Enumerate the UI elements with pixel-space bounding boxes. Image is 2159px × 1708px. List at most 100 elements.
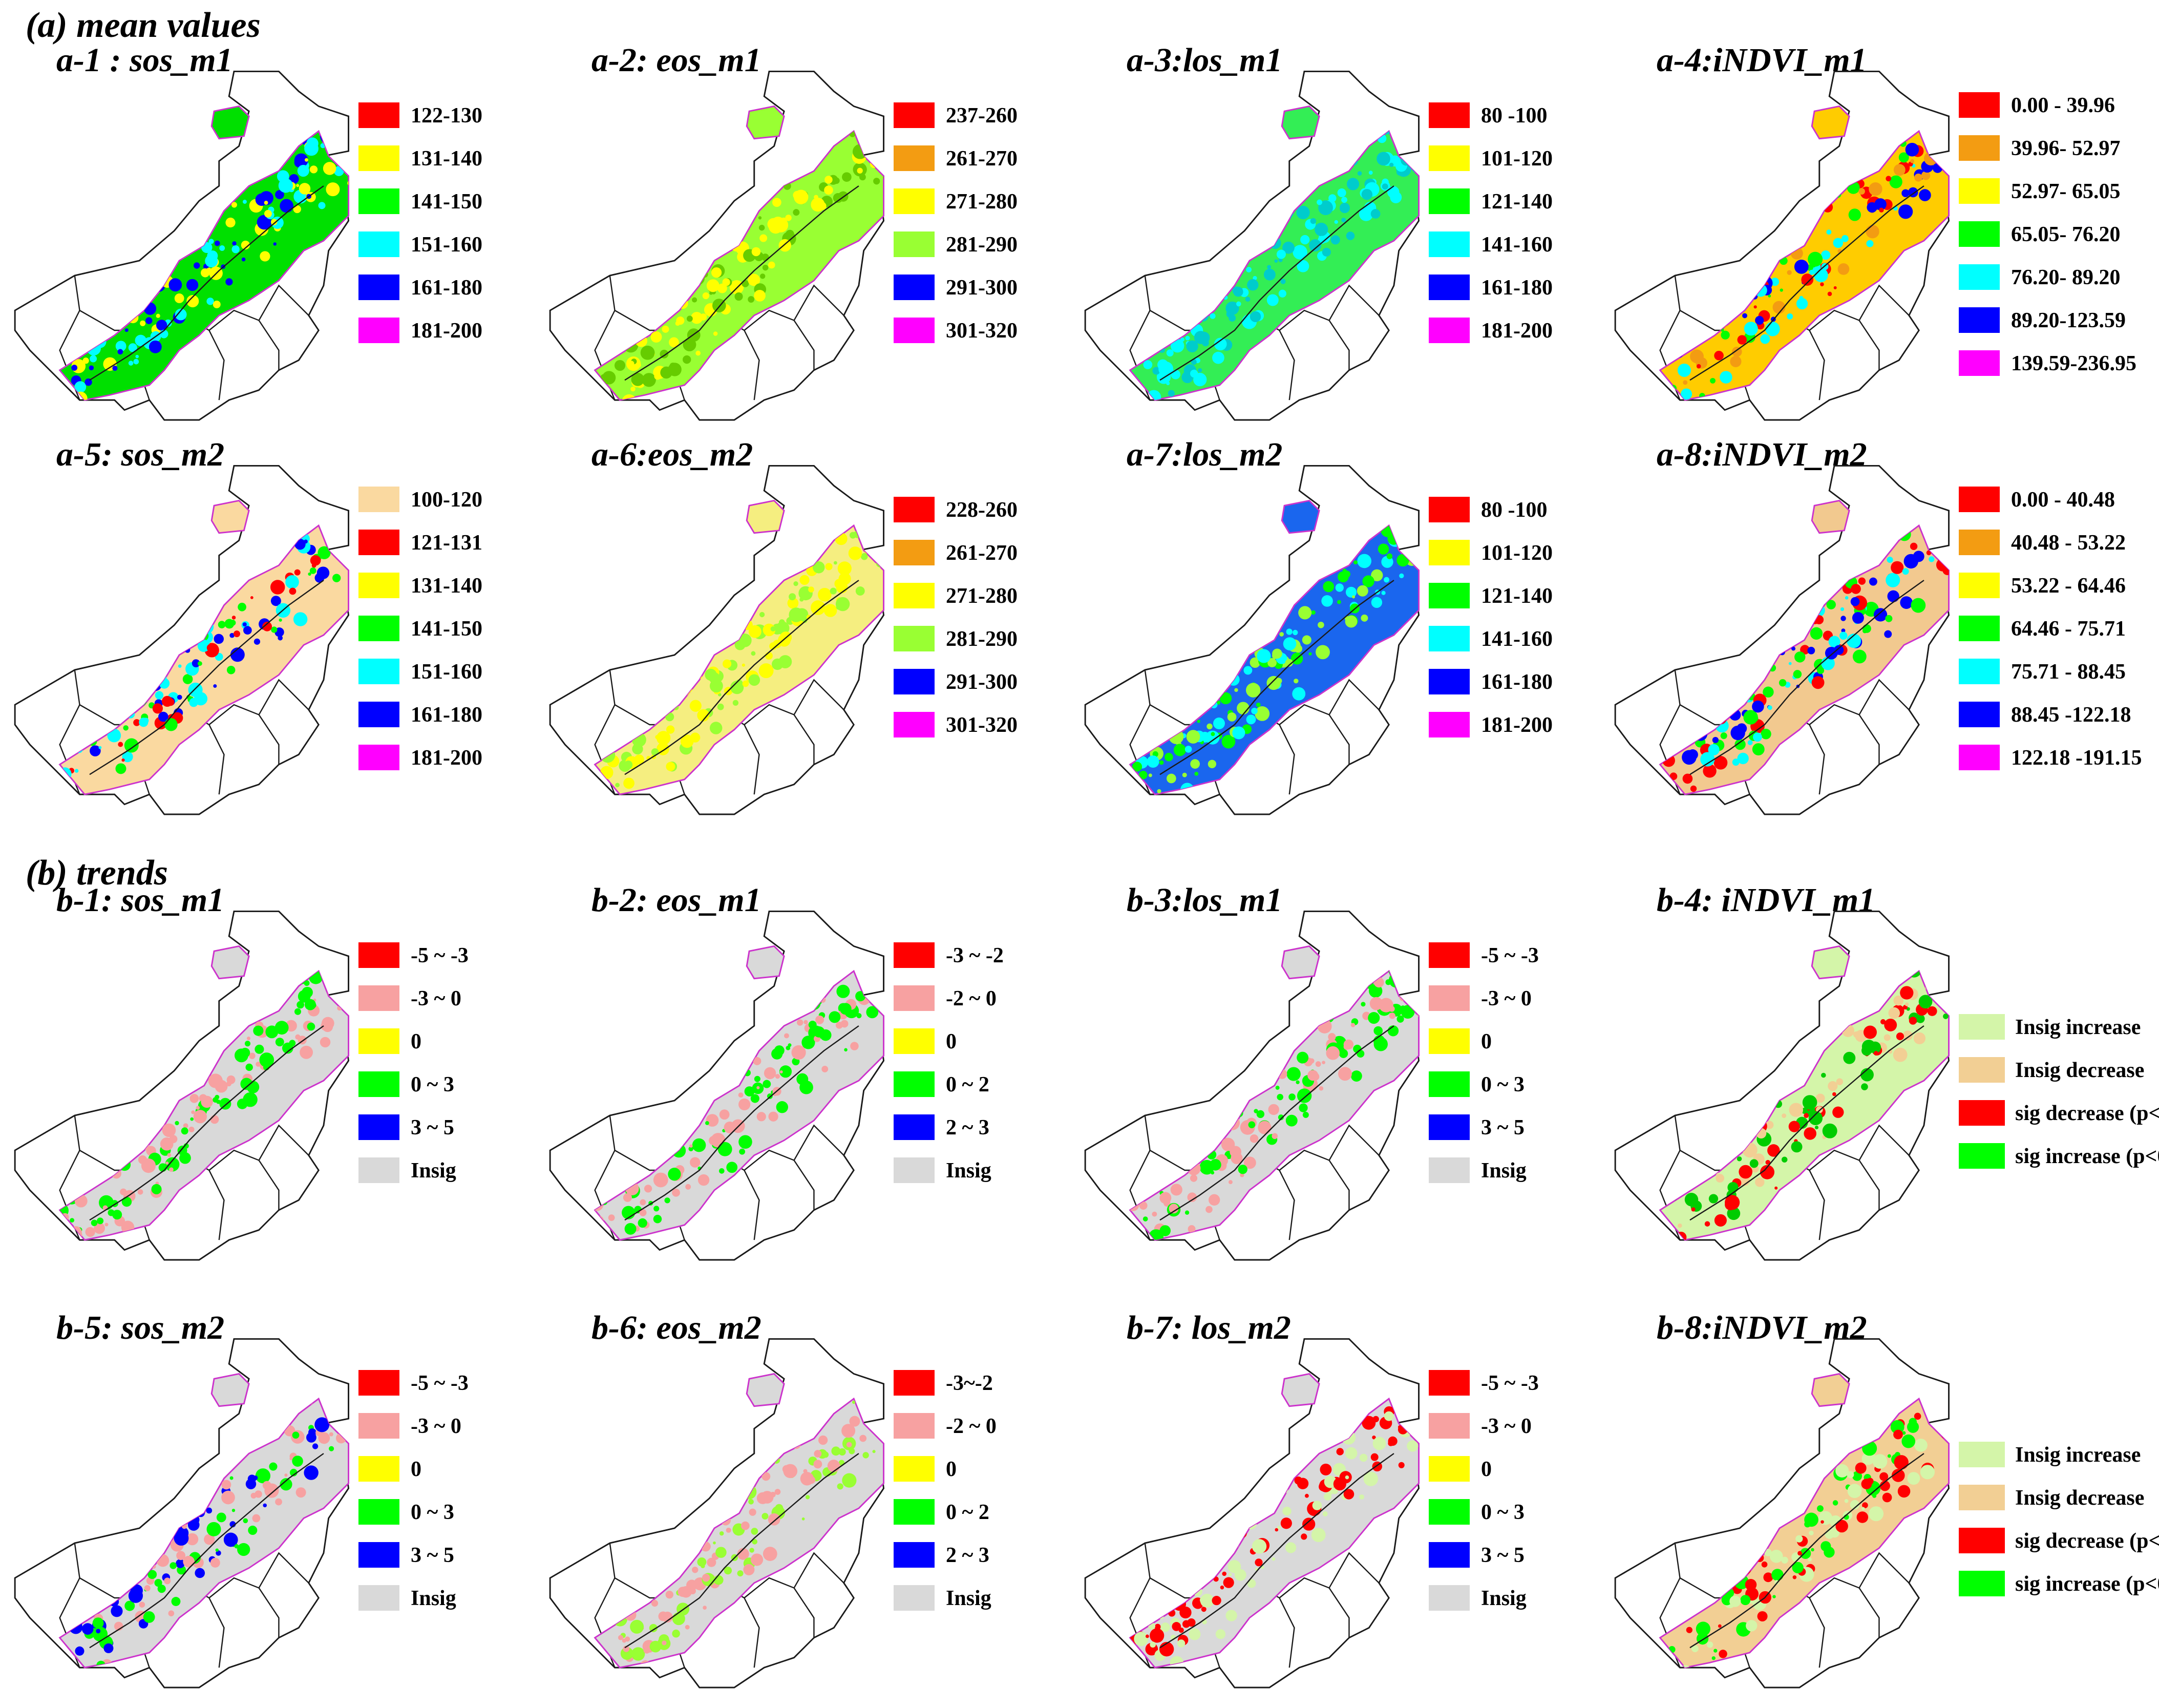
legend-label: sig decrease (p<0.05) xyxy=(2015,1529,2159,1553)
legend-label: 0 xyxy=(1481,1030,1492,1053)
legend-label: 121-140 xyxy=(1481,584,1553,608)
interior-boundary xyxy=(1159,1025,1394,1221)
legend-label: sig increase (p<0.05) xyxy=(2015,1145,2159,1168)
legend-swatch xyxy=(358,318,399,343)
legend-label: 76.20- 89.20 xyxy=(2011,266,2121,289)
legend-swatch xyxy=(358,1028,399,1054)
interior-boundary xyxy=(1689,1025,1924,1221)
province-outline xyxy=(1084,465,1420,815)
legend-swatch xyxy=(1959,1442,2005,1467)
province-outline xyxy=(1614,465,1950,815)
legend-label: 181-200 xyxy=(1481,713,1553,737)
legend-swatch xyxy=(358,1370,399,1396)
legend-label: Insig decrease xyxy=(2015,1059,2145,1082)
province-outline xyxy=(1084,910,1420,1261)
interior-boundary xyxy=(89,1453,324,1649)
legend-swatch xyxy=(1429,1456,1470,1482)
legend-swatch xyxy=(358,530,399,555)
legend-swatch xyxy=(894,712,935,737)
county-boundary xyxy=(208,1149,280,1210)
legend-swatch xyxy=(1959,135,2000,161)
legend-label: 0 xyxy=(1481,1458,1492,1481)
map-panel-b-3: b-3:los_m1 -5 ~ -3 -3 ~ 0 0 0 ~ 3 3 ~ 5 Insig xyxy=(1070,871,1598,1280)
map-a-1 xyxy=(14,70,350,421)
county-boundary xyxy=(793,1124,844,1161)
legend-swatch xyxy=(1429,1499,1470,1525)
map-b-4 xyxy=(1614,910,1950,1261)
legend-label: 121-140 xyxy=(1481,190,1553,214)
map-b-6 xyxy=(549,1338,885,1689)
map-a-2 xyxy=(549,70,885,421)
legend-label: 40.48 - 53.22 xyxy=(2011,531,2126,555)
county-boundary xyxy=(208,1577,280,1638)
legend-label: sig increase (p<0.05) xyxy=(2015,1572,2159,1596)
legend-label: 0 ~ 3 xyxy=(1481,1501,1525,1524)
legend-label: -5 ~ -3 xyxy=(1481,1372,1539,1395)
legend-label: 3 ~ 5 xyxy=(1481,1116,1525,1140)
legend-label: 65.05- 76.20 xyxy=(2011,223,2121,246)
legend-label: Insig xyxy=(1481,1587,1527,1610)
map-panel-a-4: a-4:iNDVI_m1 0.00 - 39.96 39.96- 52.97 52.9… xyxy=(1600,31,2136,440)
map-panel-b-5: b-5: sos_m2 -5 ~ -3 -3 ~ 0 0 0 ~ 3 3 ~ 5 Insig xyxy=(0,1298,527,1708)
legend-label: 141-160 xyxy=(1481,233,1553,257)
legend-label: 0 ~ 2 xyxy=(946,1073,989,1097)
map-panel-b-1: b-1: sos_m1 -5 ~ -3 -3 ~ 0 0 0 ~ 3 3 ~ 5 Insig xyxy=(0,871,527,1280)
province-outline xyxy=(1084,70,1420,421)
panel-title: b-5: sos_m2 xyxy=(56,1309,225,1346)
legend-swatch xyxy=(894,275,935,300)
legend-label: 181-200 xyxy=(1481,319,1553,343)
study-region-patch xyxy=(1281,105,1320,140)
legend-swatch xyxy=(358,1585,399,1611)
legend-swatch xyxy=(1959,92,2000,118)
map-panel-a-1: a-1 : sos_m1 122-130 131-140 141-150 151-160… xyxy=(0,31,527,440)
legend-swatch xyxy=(358,145,399,171)
study-region-patch xyxy=(746,1373,785,1407)
county-boundary xyxy=(1809,1577,1880,1638)
legend-swatch xyxy=(894,145,935,171)
legend-swatch xyxy=(1429,985,1470,1011)
legend-swatch xyxy=(1429,145,1470,171)
county-boundary xyxy=(1328,1552,1380,1589)
legend-swatch xyxy=(894,1499,935,1525)
legend-swatch xyxy=(358,1157,399,1183)
interior-boundary xyxy=(1159,580,1394,775)
legend-label: 0 xyxy=(946,1458,957,1481)
legend-label: 3 ~ 5 xyxy=(411,1544,454,1567)
legend-label: 161-180 xyxy=(411,276,482,300)
legend-swatch xyxy=(358,1413,399,1439)
legend-swatch xyxy=(358,659,399,684)
legend-swatch xyxy=(358,102,399,128)
legend-label: Insig xyxy=(1481,1159,1527,1183)
legend-label: 53.22 - 64.46 xyxy=(2011,574,2126,598)
map-a-3 xyxy=(1084,70,1420,421)
legend-label: 0 ~ 2 xyxy=(946,1501,989,1524)
legend-swatch xyxy=(1959,616,2000,641)
section-b-title: (b) trends xyxy=(26,853,168,893)
study-region-patch xyxy=(746,499,785,534)
legend-swatch xyxy=(1429,540,1470,565)
legend-swatch xyxy=(894,1456,935,1482)
legend-swatch xyxy=(894,231,935,257)
map-a-8 xyxy=(1614,465,1950,815)
study-region-patch xyxy=(210,1373,250,1407)
legend-label: 281-290 xyxy=(946,627,1018,651)
legend-label: 101-120 xyxy=(1481,541,1553,565)
map-panel-b-6: b-6: eos_m2 -3~-2 -2 ~ 0 0 0 ~ 2 2 ~ 3 Insig xyxy=(535,1298,1063,1708)
legend-swatch xyxy=(894,626,935,651)
county-boundary xyxy=(1809,1149,1880,1210)
legend-label: 141-150 xyxy=(411,617,482,641)
legend-swatch xyxy=(894,102,935,128)
legend-label: 39.96- 52.97 xyxy=(2011,137,2121,160)
legend-swatch xyxy=(894,1114,935,1140)
legend-label: -3 ~ 0 xyxy=(1481,987,1532,1010)
panel-title: a-4:iNDVI_m1 xyxy=(1657,41,1867,79)
legend-label: 0.00 - 39.96 xyxy=(2011,94,2115,117)
study-region-patch xyxy=(746,105,785,140)
legend-swatch xyxy=(1429,497,1470,522)
legend-swatch xyxy=(1959,745,2000,770)
legend-label: 0 ~ 3 xyxy=(1481,1073,1525,1097)
study-region-patch xyxy=(1811,105,1850,140)
legend-swatch xyxy=(358,275,399,300)
legend-label: -3 ~ 0 xyxy=(411,987,461,1010)
legend-label: 151-160 xyxy=(411,233,482,257)
